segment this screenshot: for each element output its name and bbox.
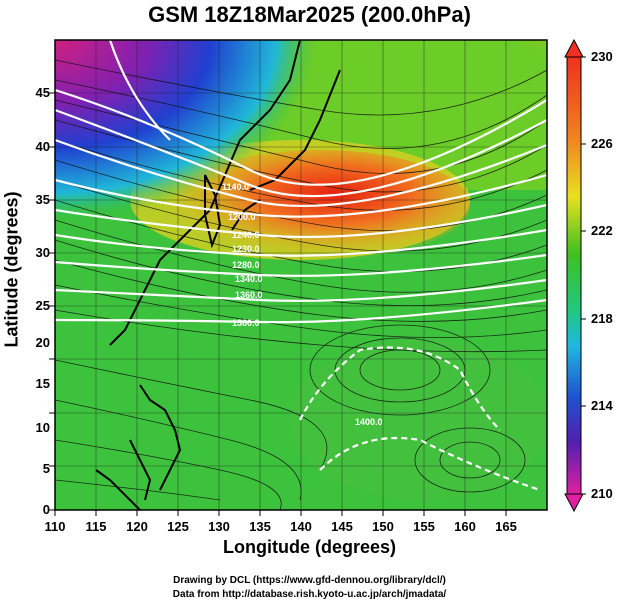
x-tick-label: 110 — [44, 519, 66, 534]
x-tick-label: 120 — [126, 519, 148, 534]
chart-title: GSM 18Z18Mar2025 (200.0hPa) — [148, 2, 471, 27]
contour-label: 1400.0 — [355, 417, 383, 427]
contour-label: 1360.0 — [235, 290, 263, 300]
contour-label: 1280.0 — [232, 260, 260, 270]
contour-label: 1230.0 — [232, 244, 260, 254]
colorbar-tick-label: 226 — [591, 136, 613, 151]
x-tick-label: 160 — [454, 519, 476, 534]
contour-label: 1340.0 — [235, 274, 263, 284]
contour-label: 1380.0 — [232, 318, 260, 328]
x-tick-label: 165 — [495, 519, 517, 534]
contour-labels: 1140.0 1200.0 1240.0 1230.0 1280.0 1340.… — [222, 182, 383, 427]
contour-label: 1240.0 — [232, 230, 260, 240]
x-tick-label: 125 — [167, 519, 189, 534]
x-tick-label: 140 — [290, 519, 312, 534]
colorbar-tick-label: 218 — [591, 311, 613, 326]
y-tick-label: 35 — [35, 192, 50, 207]
y-tick-label: 0 — [42, 502, 50, 517]
y-tick-label: 25 — [35, 298, 50, 313]
x-tick-label: 115 — [85, 519, 107, 534]
contour-label: 1200.0 — [228, 212, 256, 222]
colorbar-tick-label: 230 — [591, 49, 613, 64]
x-axis-label: Longitude (degrees) — [222, 537, 396, 557]
axis-ticks — [49, 92, 507, 516]
x-tick-label: 150 — [372, 519, 394, 534]
colorbar-tick-label: 210 — [591, 486, 613, 501]
colorbar-max-arrow — [564, 38, 584, 58]
y-tick-label: 20 — [35, 335, 50, 350]
colorbar-tick-label: 222 — [591, 223, 613, 238]
x-tick-label: 135 — [249, 519, 271, 534]
y-tick-label: 5 — [42, 461, 50, 476]
y-tick-label: 40 — [35, 139, 50, 154]
colorbar-tick-label: 214 — [591, 398, 613, 413]
geopotential-contours — [55, 40, 547, 492]
x-tick-label: 155 — [413, 519, 435, 534]
colorbar — [564, 38, 586, 513]
y-axis-label: Latitude (degrees) — [1, 191, 22, 348]
y-tick-label: 10 — [35, 420, 50, 435]
colorbar-min-arrow — [564, 493, 584, 513]
contour-label: 1140.0 — [222, 182, 249, 192]
x-tick-label: 130 — [208, 519, 230, 534]
y-tick-label: 45 — [35, 85, 50, 100]
y-tick-label: 15 — [35, 376, 50, 391]
y-tick-label: 30 — [35, 245, 50, 260]
x-tick-label: 145 — [331, 519, 353, 534]
credit-drawing: Drawing by DCL (https://www.gfd-dennou.o… — [173, 575, 446, 586]
credit-data: Data from http://database.rish.kyoto-u.a… — [172, 589, 447, 600]
